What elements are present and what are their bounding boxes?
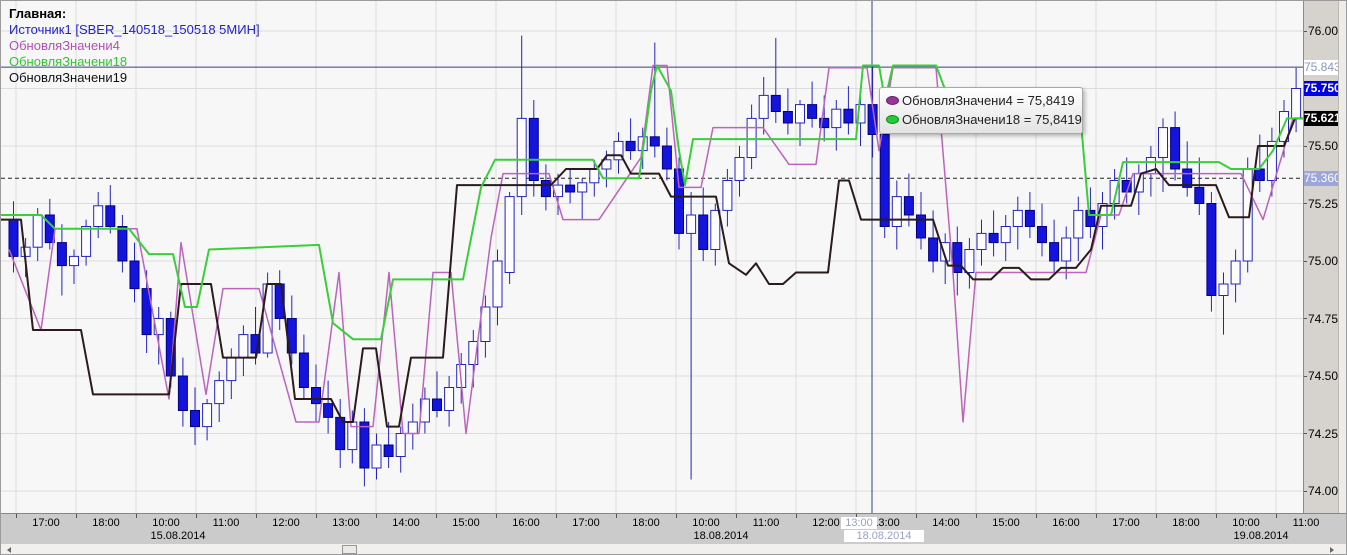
series-dot-icon bbox=[886, 96, 899, 105]
date-label: 19.08.2014 bbox=[1233, 530, 1289, 542]
time-tick-label: 15:00 bbox=[452, 517, 480, 529]
vertical-scrollbar[interactable] bbox=[1338, 1, 1346, 544]
time-tick-label: 10:00 bbox=[692, 517, 720, 529]
price-badge: 75.750 bbox=[1304, 81, 1341, 96]
time-tick-mark bbox=[616, 514, 617, 518]
price-tick-mark bbox=[1304, 318, 1307, 319]
time-tick-mark bbox=[856, 514, 857, 518]
price-tick-mark bbox=[1304, 261, 1307, 262]
time-tick-label: 13:00 bbox=[872, 517, 900, 529]
price-badge: 75.621 bbox=[1304, 110, 1341, 126]
horizontal-scrollbar[interactable] bbox=[1, 544, 1346, 554]
date-label: 18.08.2014 bbox=[693, 530, 749, 542]
legend-title: Главная: bbox=[9, 6, 67, 21]
crosshair-date-badge: 18.08.2014 bbox=[844, 530, 924, 542]
time-tick-label: 18:00 bbox=[92, 517, 120, 529]
time-tick-mark bbox=[796, 514, 797, 518]
time-tick-mark bbox=[376, 514, 377, 518]
time-tick-label: 16:00 bbox=[1052, 517, 1080, 529]
time-tick-label: 17:00 bbox=[572, 517, 600, 529]
price-tick-mark bbox=[1304, 31, 1307, 32]
price-tick-mark bbox=[1304, 376, 1307, 377]
time-tick-label: 12:00 bbox=[812, 517, 840, 529]
time-tick-mark bbox=[1276, 514, 1277, 518]
tooltip-text: ОбновляЗначени4 = 75,8419 bbox=[902, 93, 1075, 108]
price-tick-mark bbox=[1304, 203, 1307, 204]
price-tick-label: 74.750 bbox=[1308, 311, 1345, 326]
time-tick-mark bbox=[496, 514, 497, 518]
scrollbar-thumb[interactable] bbox=[342, 545, 357, 554]
time-tick-label: 11:00 bbox=[212, 517, 240, 529]
time-tick-label: 16:00 bbox=[512, 517, 540, 529]
time-tick-mark bbox=[76, 514, 77, 518]
legend-indicator18-item[interactable]: ОбновляЗначени18 bbox=[9, 54, 128, 69]
time-tick-mark bbox=[136, 514, 137, 518]
time-tick-mark bbox=[676, 514, 677, 518]
time-tick-label: 18:00 bbox=[1172, 517, 1200, 529]
legend-indicator19-item[interactable]: ОбновляЗначени19 bbox=[9, 70, 128, 85]
price-tick-mark bbox=[1304, 491, 1307, 492]
time-tick-mark bbox=[196, 514, 197, 518]
tooltip-row: ОбновляЗначени18 = 75,8419 bbox=[886, 110, 1082, 129]
price-axis[interactable]: 76.000 75.750 75.500 75.250 75.000 74.750 74.5… bbox=[1303, 1, 1345, 513]
price-tick-label: 74.250 bbox=[1308, 426, 1345, 441]
tooltip-text: ОбновляЗначени18 = 75,8419 bbox=[902, 112, 1082, 127]
time-tick-label: 11:00 bbox=[752, 517, 780, 529]
time-tick-mark bbox=[1096, 514, 1097, 518]
time-tick-label: 12:00 bbox=[272, 517, 300, 529]
time-tick-label: 15:00 bbox=[992, 517, 1020, 529]
time-tick-label: 11:00 bbox=[1292, 517, 1320, 529]
time-tick-mark bbox=[556, 514, 557, 518]
time-tick-mark bbox=[1036, 514, 1037, 518]
time-tick-label: 17:00 bbox=[1112, 517, 1140, 529]
time-axis[interactable]: 17:00 18:00 10:00 11:00 12:00 13:00 14:00 15:00… bbox=[1, 513, 1346, 544]
chart-legend: Главная: Источник1 [SBER_140518_150518 5… bbox=[9, 6, 260, 86]
time-tick-label: 18:00 bbox=[632, 517, 660, 529]
time-tick-mark bbox=[976, 514, 977, 518]
time-tick-mark bbox=[1156, 514, 1157, 518]
price-chart-canvas[interactable] bbox=[1, 1, 1303, 513]
price-tick-label: 75.000 bbox=[1308, 254, 1345, 268]
candlestick-chart[interactable] bbox=[1, 1, 1303, 513]
time-tick-label: 14:00 bbox=[932, 517, 960, 529]
time-tick-mark bbox=[916, 514, 917, 518]
price-tick-label: 74.500 bbox=[1308, 369, 1345, 383]
price-badge: 75.360 bbox=[1304, 170, 1341, 186]
crosshair-time-badge: 13:00 bbox=[841, 517, 877, 529]
price-tick-label: 76.000 bbox=[1308, 24, 1345, 38]
scroll-right-arrow-icon[interactable] bbox=[1330, 547, 1334, 553]
time-tick-label: 13:00 bbox=[332, 517, 360, 529]
time-tick-mark bbox=[316, 514, 317, 518]
legend-source-item[interactable]: Источник1 [SBER_140518_150518 5МИН] bbox=[9, 22, 260, 37]
indicator-value-tooltip: ОбновляЗначени4 = 75,8419 ОбновляЗначени1… bbox=[879, 87, 1083, 134]
date-label: 15.08.2014 bbox=[150, 530, 206, 542]
scroll-left-arrow-icon[interactable] bbox=[7, 547, 11, 553]
price-tick-label: 74.000 bbox=[1308, 484, 1345, 498]
price-tick-label: 75.250 bbox=[1308, 196, 1345, 211]
tooltip-row: ОбновляЗначени4 = 75,8419 bbox=[886, 91, 1075, 110]
series-dot-icon bbox=[886, 115, 899, 124]
time-tick-mark bbox=[736, 514, 737, 518]
legend-indicator4-item[interactable]: ОбновляЗначени4 bbox=[9, 38, 120, 53]
time-tick-label: 10:00 bbox=[152, 517, 180, 529]
price-tick-label: 75.500 bbox=[1308, 139, 1345, 153]
time-tick-mark bbox=[16, 514, 17, 518]
time-tick-mark bbox=[436, 514, 437, 518]
time-tick-label: 17:00 bbox=[32, 517, 60, 529]
price-badge: 75.843 bbox=[1304, 59, 1341, 75]
price-tick-mark bbox=[1304, 433, 1307, 434]
time-tick-mark bbox=[256, 514, 257, 518]
price-tick-mark bbox=[1304, 146, 1307, 147]
time-tick-label: 14:00 bbox=[392, 517, 420, 529]
time-tick-mark bbox=[1216, 514, 1217, 518]
time-tick-label: 10:00 bbox=[1232, 517, 1260, 529]
